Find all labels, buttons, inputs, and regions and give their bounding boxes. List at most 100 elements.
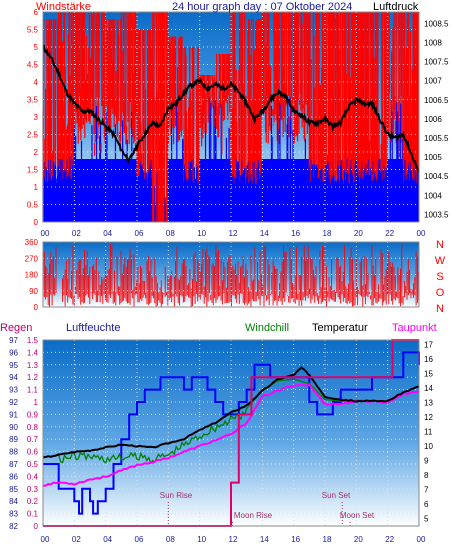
rain-tick-label: 0.7 — [27, 435, 39, 444]
hour-tick-label: 22 — [385, 535, 394, 544]
compass-letter: O — [436, 287, 445, 299]
humidity-tick-label: 94 — [9, 373, 18, 382]
chart-title: 24 hour graph day : 07 Oktober 2024 — [172, 1, 352, 13]
humidity-axis-ticks: 97 96 95 94 93 92 91 90 89 88 87 86 85 84 83 82 — [9, 336, 18, 531]
pressure-tick-label: 1005.5 — [424, 134, 449, 143]
compass-letter: W — [435, 255, 446, 267]
hour-tick-label: 16 — [291, 535, 300, 544]
humidity-tick-label: 93 — [9, 386, 18, 395]
rain-tick-label: 0.4 — [27, 472, 39, 481]
humidity-line — [43, 351, 420, 515]
hour-tick-label: 08 — [166, 535, 175, 544]
temperature-tick-label: 13 — [424, 398, 433, 407]
hour-tick-label: 20 — [354, 535, 363, 544]
temperature-tick-label: 16 — [424, 355, 433, 364]
rain-tick-label: 0.2 — [27, 497, 39, 506]
hour-tick-label: 10 — [197, 535, 206, 544]
hour-tick-label: 18 — [323, 229, 332, 238]
wind-tick-label: 3 — [34, 113, 39, 122]
annotation-label: Moon Rise — [234, 511, 273, 520]
humidity-tick-label: 82 — [9, 522, 18, 531]
hour-tick-label: 12 — [229, 229, 238, 238]
right-axis-title: Luftdruck — [373, 1, 419, 13]
left-axis-title: Windstärke — [36, 1, 91, 13]
humidity-tick-label: 85 — [9, 485, 18, 494]
wind-tick-label: 5.5 — [27, 26, 39, 35]
annotation-label: Sun Rise — [160, 491, 193, 500]
humidity-tick-label: 83 — [9, 510, 18, 519]
humidity-temp-frame — [42, 339, 420, 527]
temperature-tick-label: 10 — [424, 442, 433, 451]
humidity-tick-label: 92 — [9, 398, 18, 407]
rain-tick-label: 0.1 — [27, 510, 39, 519]
rain-tick-label: 0.8 — [27, 423, 39, 432]
rain-tick-label: 1.3 — [27, 361, 39, 370]
rain-tick-label: 1.1 — [27, 386, 39, 395]
wind-tick-label: 1 — [34, 183, 39, 192]
humidity-temp-series — [42, 339, 420, 527]
temperature-tick-label: 9 — [424, 457, 429, 466]
hour-tick-label: 16 — [291, 229, 300, 238]
direction-tick-label: 0 — [34, 303, 39, 312]
temperature-tick-label: 14 — [424, 384, 433, 393]
hour-tick-label: 04 — [103, 229, 112, 238]
wind-tick-label: 2 — [34, 148, 39, 157]
sun-moon-annotations: Sun Rise Moon Rise Sun Set Moon Set — [160, 491, 375, 526]
pressure-line — [42, 44, 420, 173]
humidity-tick-label: 95 — [9, 361, 18, 370]
hour-tick-label: 06 — [135, 229, 144, 238]
pressure-tick-label: 1003.5 — [424, 210, 449, 219]
compass-letter: S — [436, 271, 443, 283]
humidity-tick-label: 90 — [9, 423, 18, 432]
hour-tick-label: 02 — [72, 229, 81, 238]
hour-tick-label: 00 — [417, 229, 426, 238]
hour-tick-label: 20 — [354, 229, 363, 238]
humidity-temp-legend: Regen Luftfeuchte Windchill Temperatur Taupu… — [0, 322, 437, 334]
hour-tick-label: 06 — [135, 535, 144, 544]
rain-line — [43, 339, 419, 527]
legend-label: Taupunkt — [392, 322, 437, 334]
humidity-tick-label: 86 — [9, 472, 18, 481]
wind-tick-label: 1.5 — [27, 166, 39, 175]
pressure-tick-label: 1005 — [424, 153, 442, 162]
rain-axis-ticks: 1.5 1.4 1.3 1.2 1.1 1 0.9 0.8 0.7 0.6 0.5 0.4 0.3 0.2… — [27, 336, 39, 531]
legend-label: Windchill — [245, 322, 289, 334]
humidity-tick-label: 84 — [9, 497, 18, 506]
rain-tick-label: 0 — [34, 522, 39, 531]
rain-tick-label: 0.6 — [27, 448, 39, 457]
wind-tick-label: 6 — [34, 8, 39, 17]
pressure-tick-label: 1008.5 — [424, 19, 449, 28]
wind-hour-ticks: 00 02 04 06 08 10 12 14 16 18 20 22 00 — [41, 229, 426, 238]
direction-tick-label: 90 — [29, 287, 38, 296]
hour-tick-label: 14 — [260, 229, 269, 238]
rain-tick-label: 1 — [34, 398, 39, 407]
wind-tick-label: 0.5 — [27, 201, 39, 210]
dewpoint-line — [42, 383, 420, 487]
temperature-tick-label: 11 — [424, 428, 433, 437]
compass-letter: N — [436, 239, 444, 251]
wind-axis-ticks: 6 5.5 5 4.5 4 3.5 3 2.5 2 1.5 1 0.5 0 — [27, 8, 39, 227]
pressure-tick-label: 1007 — [424, 77, 442, 86]
direction-tick-label: 270 — [25, 254, 39, 263]
rain-tick-label: 0.3 — [27, 485, 39, 494]
temperature-tick-label: 15 — [424, 369, 433, 378]
pressure-tick-label: 1004.5 — [424, 172, 449, 181]
temperature-tick-label: 5 — [424, 515, 429, 524]
wind-direction-bars — [42, 244, 420, 307]
humidity-tick-label: 91 — [9, 410, 18, 419]
pressure-tick-label: 1006.5 — [424, 96, 449, 105]
direction-tick-label: 180 — [25, 271, 39, 280]
pressure-tick-label: 1004 — [424, 191, 442, 200]
legend-label: Luftfeuchte — [66, 322, 120, 334]
humidity-temp-hour-ticks: 00 02 04 06 08 10 12 14 16 18 20 22 00 — [41, 535, 426, 544]
wind-tick-label: 4.5 — [27, 61, 39, 70]
hour-tick-label: 00 — [41, 535, 50, 544]
annotation-label: Sun Set — [322, 491, 351, 500]
legend-label: Regen — [0, 322, 32, 334]
hour-tick-label: 10 — [197, 229, 206, 238]
wind-tick-label: 2.5 — [27, 131, 39, 140]
direction-tick-label: 360 — [25, 238, 39, 247]
